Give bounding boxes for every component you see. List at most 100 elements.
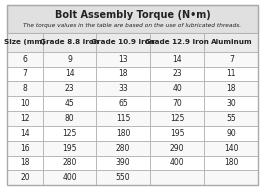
Bar — [7, 66, 43, 81]
Bar — [96, 96, 150, 111]
Text: 13: 13 — [118, 55, 128, 64]
Bar — [96, 170, 150, 185]
Text: 45: 45 — [65, 99, 74, 108]
Bar — [204, 141, 258, 156]
Text: 10: 10 — [20, 99, 30, 108]
Bar — [204, 156, 258, 170]
Text: 180: 180 — [116, 129, 130, 138]
Text: Bolt Assembly Torque (N•m): Bolt Assembly Torque (N•m) — [55, 10, 210, 20]
Bar — [7, 141, 43, 156]
Text: 280: 280 — [116, 144, 130, 153]
Text: 180: 180 — [224, 158, 238, 168]
Text: 400: 400 — [170, 158, 184, 168]
Bar — [150, 141, 204, 156]
Bar — [7, 5, 258, 33]
Bar — [43, 81, 96, 96]
Bar — [204, 170, 258, 185]
Text: Grade 12.9 Iron: Grade 12.9 Iron — [145, 39, 209, 45]
Text: 80: 80 — [65, 114, 74, 123]
Text: 14: 14 — [20, 129, 30, 138]
Text: 6: 6 — [23, 55, 27, 64]
Text: 12: 12 — [20, 114, 30, 123]
Bar — [204, 81, 258, 96]
Bar — [150, 170, 204, 185]
Text: 90: 90 — [226, 129, 236, 138]
Bar — [7, 52, 43, 66]
Text: 7: 7 — [23, 69, 27, 78]
Text: 18: 18 — [118, 69, 128, 78]
Bar — [43, 141, 96, 156]
Bar — [150, 66, 204, 81]
Bar — [96, 33, 150, 52]
Text: 65: 65 — [118, 99, 128, 108]
Bar — [150, 81, 204, 96]
Bar — [43, 170, 96, 185]
Bar — [43, 111, 96, 126]
Bar — [43, 126, 96, 141]
Bar — [7, 33, 43, 52]
Bar — [7, 156, 43, 170]
Bar — [150, 33, 204, 52]
Bar — [150, 96, 204, 111]
Text: Aluminum: Aluminum — [210, 39, 252, 45]
Text: 23: 23 — [172, 69, 182, 78]
Bar — [96, 111, 150, 126]
Bar — [204, 66, 258, 81]
Bar — [7, 126, 43, 141]
Bar — [96, 141, 150, 156]
Bar — [7, 81, 43, 96]
Bar — [204, 111, 258, 126]
Bar — [204, 126, 258, 141]
Bar — [7, 170, 43, 185]
Bar — [43, 52, 96, 66]
Bar — [7, 96, 43, 111]
Text: 7: 7 — [229, 55, 234, 64]
Text: 195: 195 — [170, 129, 184, 138]
Text: 70: 70 — [172, 99, 182, 108]
Bar — [96, 81, 150, 96]
Text: Grade 10.9 Iron: Grade 10.9 Iron — [91, 39, 155, 45]
Text: 280: 280 — [62, 158, 77, 168]
Bar — [204, 33, 258, 52]
Bar — [204, 52, 258, 66]
Bar — [96, 66, 150, 81]
Bar — [7, 111, 43, 126]
Text: Grade 8.8 Iron: Grade 8.8 Iron — [40, 39, 99, 45]
Text: 55: 55 — [226, 114, 236, 123]
Bar — [96, 156, 150, 170]
Text: 11: 11 — [227, 69, 236, 78]
Text: 20: 20 — [20, 173, 30, 182]
Text: 8: 8 — [23, 84, 27, 93]
Text: 390: 390 — [116, 158, 130, 168]
Bar — [150, 126, 204, 141]
Bar — [43, 96, 96, 111]
Text: 30: 30 — [226, 99, 236, 108]
Bar — [150, 52, 204, 66]
Text: 125: 125 — [62, 129, 77, 138]
Bar — [43, 66, 96, 81]
Text: 18: 18 — [20, 158, 30, 168]
Text: 140: 140 — [224, 144, 238, 153]
Text: 23: 23 — [65, 84, 74, 93]
Text: Size (mm): Size (mm) — [4, 39, 46, 45]
Text: 9: 9 — [67, 55, 72, 64]
Bar — [96, 126, 150, 141]
Text: 40: 40 — [172, 84, 182, 93]
Bar — [204, 96, 258, 111]
Text: 195: 195 — [62, 144, 77, 153]
Text: 125: 125 — [170, 114, 184, 123]
Bar — [43, 156, 96, 170]
Bar — [150, 111, 204, 126]
Text: 16: 16 — [20, 144, 30, 153]
Bar — [96, 52, 150, 66]
Text: 18: 18 — [227, 84, 236, 93]
Text: 115: 115 — [116, 114, 130, 123]
Text: The torque values in the table are based on the use of lubricated threads.: The torque values in the table are based… — [23, 23, 242, 28]
Bar — [43, 33, 96, 52]
Text: 14: 14 — [172, 55, 182, 64]
Bar — [150, 156, 204, 170]
Text: 550: 550 — [116, 173, 130, 182]
Text: 33: 33 — [118, 84, 128, 93]
Text: 400: 400 — [62, 173, 77, 182]
Text: 14: 14 — [65, 69, 74, 78]
